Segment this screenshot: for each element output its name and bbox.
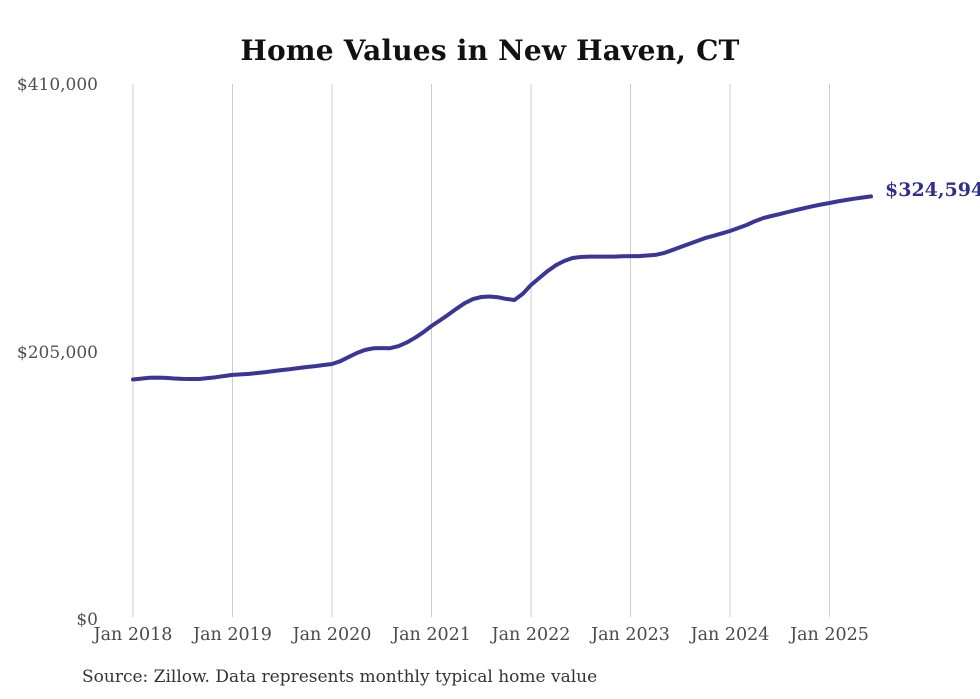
y-tick-label: $205,000 (16, 342, 98, 363)
y-tick-label: $0 (76, 610, 98, 630)
source-note: Source: Zillow. Data represents monthly … (82, 667, 598, 687)
gridlines (132, 84, 830, 617)
chart-title: Home Values in New Haven, CT (240, 34, 740, 67)
x-tick-label: Jan 2025 (790, 625, 869, 645)
x-tick-label: Jan 2019 (193, 625, 272, 645)
x-tick-label: Jan 2020 (292, 625, 372, 645)
y-tick-label: $410,000 (16, 75, 98, 95)
x-tick-label: Jan 2021 (392, 625, 471, 645)
home-value-line (131, 194, 873, 382)
x-tick-label: Jan 2022 (491, 625, 571, 645)
latest-value-label: $324,594 (885, 179, 980, 201)
x-tick-label: Jan 2024 (690, 625, 770, 645)
x-tick-label: Jan 2018 (93, 625, 173, 645)
x-tick-label: Jan 2023 (591, 625, 670, 645)
